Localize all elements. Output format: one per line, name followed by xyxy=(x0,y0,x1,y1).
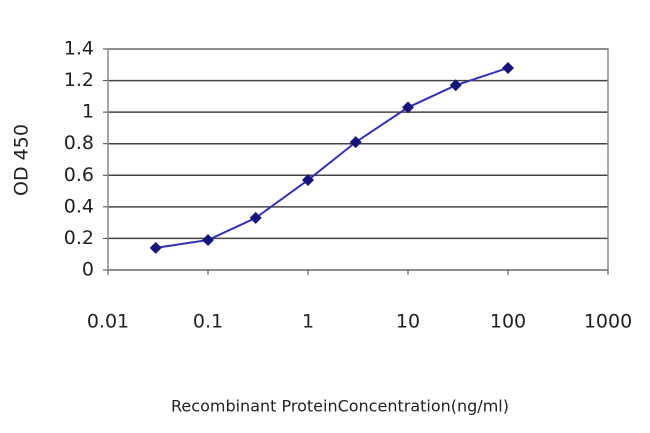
y-tick-label: 0.6 xyxy=(64,164,94,186)
data-marker xyxy=(249,211,262,224)
data-marker xyxy=(402,101,414,114)
y-tick-label: 0.4 xyxy=(64,195,94,217)
data-marker xyxy=(502,61,514,74)
y-tick-label: 0 xyxy=(82,259,94,281)
data-marker xyxy=(349,136,362,149)
x-tick-label: 0.1 xyxy=(193,311,223,333)
y-tick-label: 0.2 xyxy=(64,227,94,249)
x-axis-label: Recombinant ProteinConcentration(ng/ml) xyxy=(171,397,509,416)
y-tick-label: 1 xyxy=(82,101,94,123)
y-tick-label: 1.2 xyxy=(64,69,94,91)
x-tick-label: 100 xyxy=(490,311,526,333)
y-axis-label: OD 450 xyxy=(11,124,33,196)
data-line xyxy=(155,66,509,249)
plot-frame xyxy=(107,48,609,271)
data-marker xyxy=(149,241,162,254)
data-marker xyxy=(302,174,314,187)
y-tick-label: 0.8 xyxy=(64,132,94,154)
data-marker xyxy=(202,234,214,247)
x-tick-label: 1 xyxy=(302,311,314,333)
x-tick-label: 1000 xyxy=(584,311,632,333)
data-marker xyxy=(449,79,462,92)
y-tick-label: 1.4 xyxy=(64,38,94,60)
x-tick-label: 0.01 xyxy=(87,311,129,333)
x-tick-label: 10 xyxy=(396,311,420,333)
